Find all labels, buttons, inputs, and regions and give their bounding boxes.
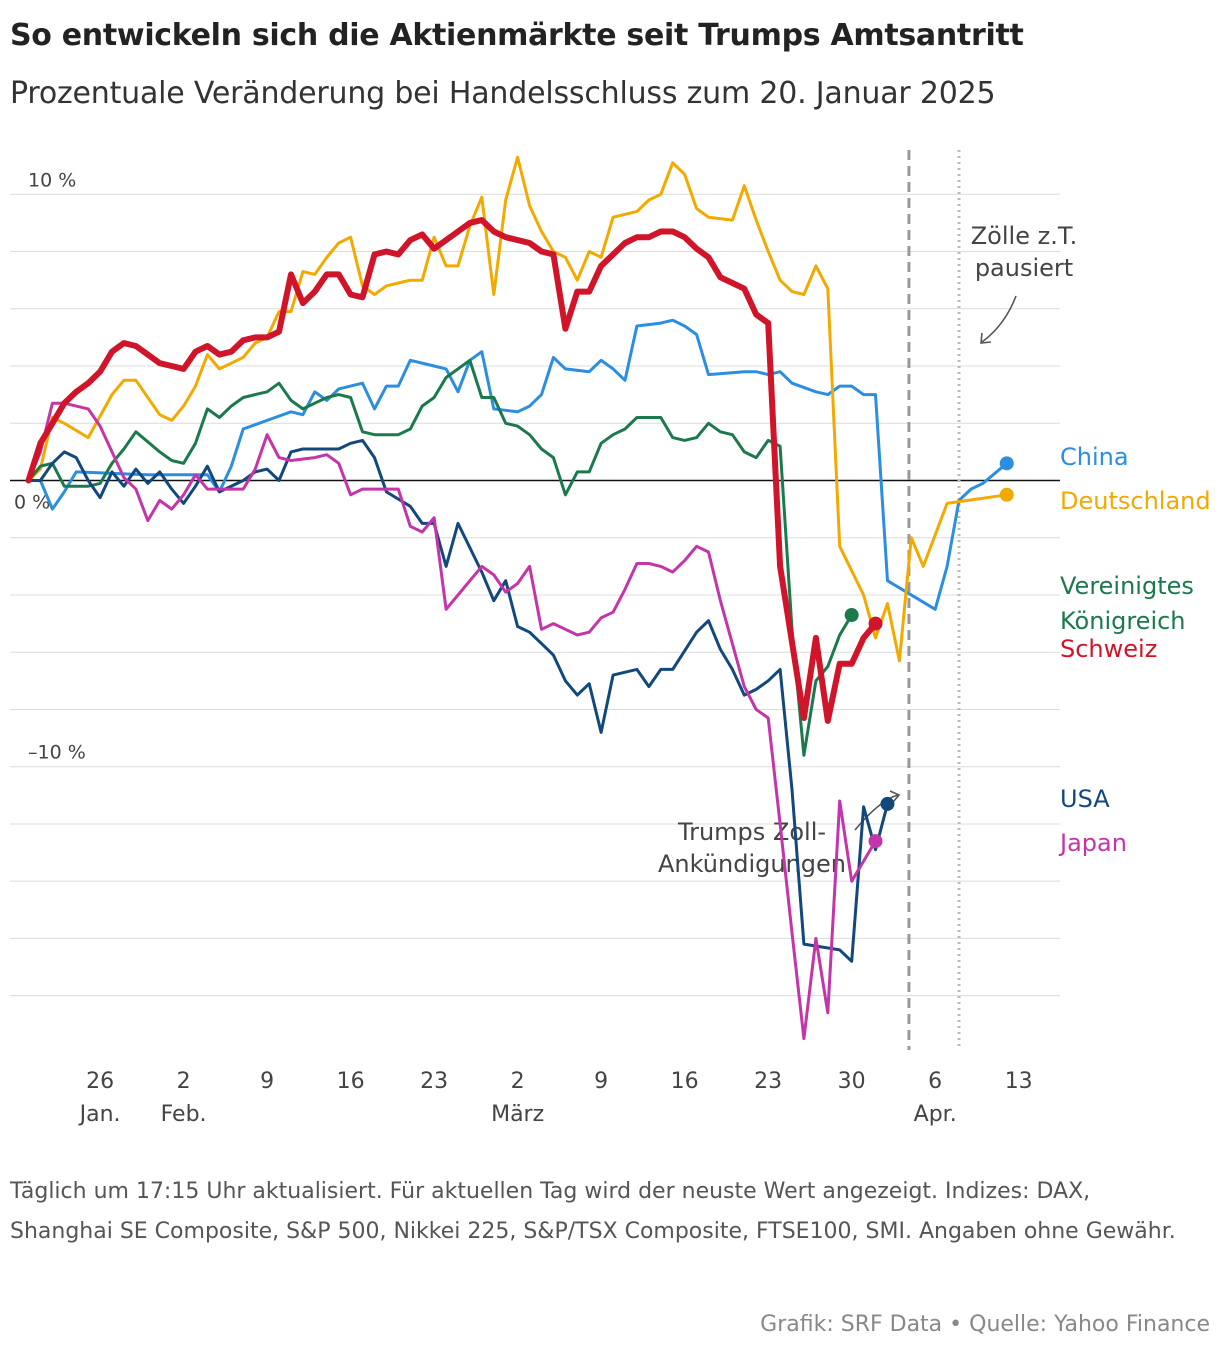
x-tick-label: 2	[511, 1069, 525, 1094]
annotation-text-line: pausiert	[975, 254, 1073, 282]
y-axis-labels: 10 % 0 % –10 %	[14, 169, 86, 763]
x-tick-month-label: Jan.	[78, 1102, 121, 1127]
series-label: USA	[1060, 785, 1110, 813]
x-axis-labels: 26 Jan. 2 Feb. 9 16 23 2 März 9 16 23 30 6 Apr. 13	[78, 1069, 1033, 1127]
y-tick-label: –10 %	[28, 742, 86, 764]
annotation-text-line: Trumps Zoll-	[677, 818, 826, 846]
annotation-text-line: Zölle z.T.	[971, 222, 1078, 250]
annotation-text-line: Ankündigungen	[658, 850, 846, 878]
series-lines	[25, 155, 1014, 1041]
series-end-dot-china	[999, 456, 1014, 471]
x-tick-label: 30	[838, 1069, 866, 1094]
x-tick-label: 16	[671, 1069, 699, 1094]
x-tick-label: 6	[928, 1069, 942, 1094]
arrow-head	[889, 790, 901, 803]
chart-title: So entwickeln sich die Aktienmärkte seit…	[10, 18, 1024, 53]
x-tick-month-label: Apr.	[914, 1102, 957, 1127]
series-end-labels: China Deutschland Vereinigtes Königreich USA…	[1058, 443, 1211, 857]
x-tick-label: 2	[177, 1069, 191, 1094]
x-tick-label: 16	[337, 1069, 365, 1094]
series-line-deutschland	[27, 155, 1009, 663]
series-end-dot-deutschland	[999, 487, 1014, 502]
gridlines	[10, 193, 1060, 997]
series-label: Vereinigtes	[1060, 572, 1194, 600]
series-line-japan	[27, 401, 877, 1041]
series-end-dot-japan	[868, 834, 883, 849]
x-tick-label: 13	[1005, 1069, 1033, 1094]
line-chart: 10 % 0 % –10 % 26 Jan. 2 Feb. 9 16 23 2 März 9 16 23 3…	[10, 150, 1211, 1127]
footnote: Täglich um 17:15 Uhr aktualisiert. Für a…	[10, 1179, 1176, 1244]
series-end-dot-usa	[880, 796, 895, 811]
source-credit: Grafik: SRF Data • Quelle: Yahoo Finance	[760, 1312, 1210, 1337]
x-tick-month-label: Feb.	[161, 1102, 207, 1127]
series-label: Königreich	[1060, 607, 1186, 635]
series-line-schweiz	[25, 217, 879, 724]
x-tick-month-label: März	[491, 1102, 544, 1127]
series-label: Schweiz	[1060, 635, 1157, 663]
y-tick-label: 0 %	[14, 492, 50, 514]
series-end-dot-schweiz	[868, 616, 883, 631]
x-tick-label: 26	[86, 1069, 114, 1094]
arrow-head	[980, 332, 992, 344]
annotations: Trumps Zoll- Ankündigungen Zölle z.T. pausi…	[658, 150, 1077, 1050]
x-tick-label: 9	[594, 1069, 608, 1094]
series-label: Deutschland	[1060, 487, 1211, 515]
x-tick-label: 23	[420, 1069, 448, 1094]
series-line-usa	[27, 438, 889, 963]
series-line-china	[27, 318, 1009, 611]
x-tick-label: 9	[260, 1069, 274, 1094]
annotation-arrow	[854, 794, 899, 831]
series-label: China	[1060, 443, 1129, 471]
y-tick-label: 10 %	[28, 169, 76, 191]
chart-subtitle: Prozentuale Veränderung bei Handelsschlu…	[10, 76, 996, 111]
series-line-vereinigtes-königreich	[27, 358, 854, 757]
x-tick-label: 23	[754, 1069, 782, 1094]
series-end-dot-vereinigtes-königreich	[844, 608, 859, 623]
annotation-arrow	[981, 295, 1017, 343]
series-label: Japan	[1058, 829, 1127, 857]
